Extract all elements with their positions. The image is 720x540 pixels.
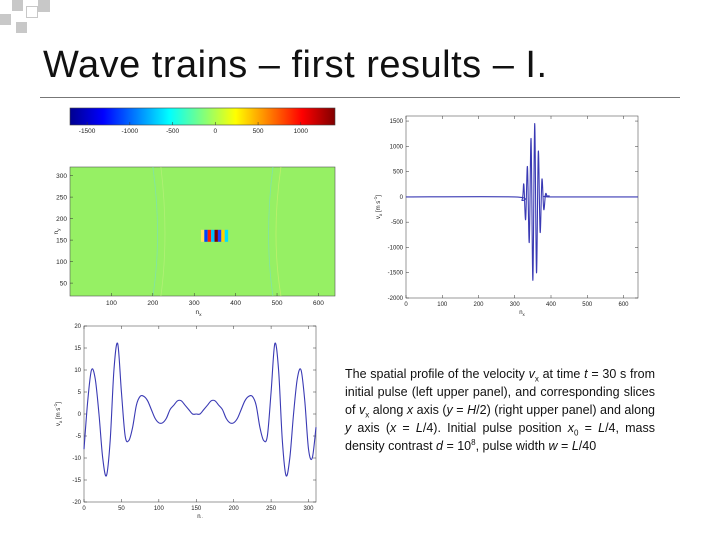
deco-square-5 [16,22,27,33]
x-tick-label: 50 [118,506,125,512]
wave-front-arc [268,166,274,297]
y-tick-label: -5 [76,434,82,440]
y-tick-label: -10 [72,456,81,462]
y-tick-label: 0 [400,195,404,201]
wave-front-arc [275,166,282,297]
pulse-stripe [221,229,225,242]
wave-front-arc [152,166,158,297]
y-tick-label: 500 [393,170,404,176]
y-tick-label: 10 [74,368,81,374]
y-tick-label: 50 [60,280,68,287]
deco-square-3 [38,0,50,12]
x-tick-label: 100 [154,506,165,512]
line-plot-x-slice: 0 100 200 300 400 500 600 -2000 -1500 -1000 -500 0 5… [373,115,639,317]
y-tick-label: 15 [74,346,81,352]
y-tick-label: 5 [78,390,82,396]
x-tick-label: 600 [313,300,324,307]
y-tick-label: 250 [56,194,67,201]
pulse-stripe [204,229,208,242]
pulse-stripe [211,229,215,242]
colorbar-tick-label: 500 [253,128,264,135]
colorbar [69,107,336,126]
y-tick-label: 20 [74,324,81,330]
data-curve [405,123,639,281]
y-tick-label: -1500 [388,271,404,277]
x-tick-label: 500 [272,300,283,307]
x-tick-label: 300 [510,302,521,308]
plot-frame [405,115,639,299]
x-tick-label: 100 [437,302,448,308]
title-rule [40,97,680,98]
y-tick-label: -2000 [388,296,404,302]
x-tick-label: 250 [266,506,277,512]
y-tick-label: 0 [78,412,82,418]
x-tick-label: 400 [546,302,557,308]
x-tick-label: 600 [618,302,629,308]
line-plot-y-slice: 0 50 100 150 200 250 300 -20 -15 -10 -5 0 5 10 15 20 ny v… [53,324,317,518]
x-tick-label: 300 [304,506,315,512]
x-axis-label: nx [195,309,202,316]
y-axis-label: vx [m s-1] [373,195,383,219]
y-tick-label: 150 [56,237,67,244]
x-tick-label: 200 [473,302,484,308]
y-tick-label: 1000 [390,144,404,150]
colorbar-tick-label: -1000 [122,128,139,135]
colorbar-tick-label: -1500 [79,128,96,135]
colorbar-tick-label: 0 [214,128,218,135]
slide-title: Wave trains – first results – I. [43,44,548,86]
x-tick-label: 150 [191,506,202,512]
x-tick-label: 0 [82,506,86,512]
deco-square-1 [12,0,23,11]
y-tick-label: 200 [56,216,67,223]
data-curve [83,342,317,477]
y-tick-label: -15 [72,478,81,484]
colorbar-tick-label: 1000 [294,128,309,135]
colorbar-tick-label: -500 [166,128,179,135]
deco-square-4 [0,14,11,25]
pulse-stripe [200,229,205,242]
x-tick-label: 200 [147,300,158,307]
pulse-stripe [214,229,218,242]
y-tick-label: 100 [56,259,67,266]
x-tick-label: 200 [229,506,240,512]
x-axis-label: ny [197,514,203,518]
figure-caption: The spatial profile of the velocity vx a… [345,367,656,453]
y-axis-label: vx [m s-1] [53,402,63,426]
pulse-stripe [224,229,229,242]
x-tick-label: 500 [582,302,593,308]
y-tick-label: -1000 [388,245,404,251]
deco-square-2 [26,6,38,18]
y-tick-label: 300 [56,173,67,180]
pulse-stripe [217,229,222,242]
y-tick-label: -20 [72,500,81,506]
wave-front-arc [160,166,166,297]
x-tick-label: 0 [404,302,408,308]
x-tick-label: 300 [189,300,200,307]
x-tick-label: 400 [230,300,241,307]
x-axis-label: nx [519,310,525,317]
y-tick-label: -500 [391,220,404,226]
heatmap-figure: -1500 -1000 -500 0 500 1000 100 200 300 400 500 60… [53,107,336,316]
pulse-stripe [207,229,212,242]
y-axis-label: ny [53,228,62,235]
y-tick-label: 1500 [390,119,404,125]
x-tick-label: 100 [106,300,117,307]
